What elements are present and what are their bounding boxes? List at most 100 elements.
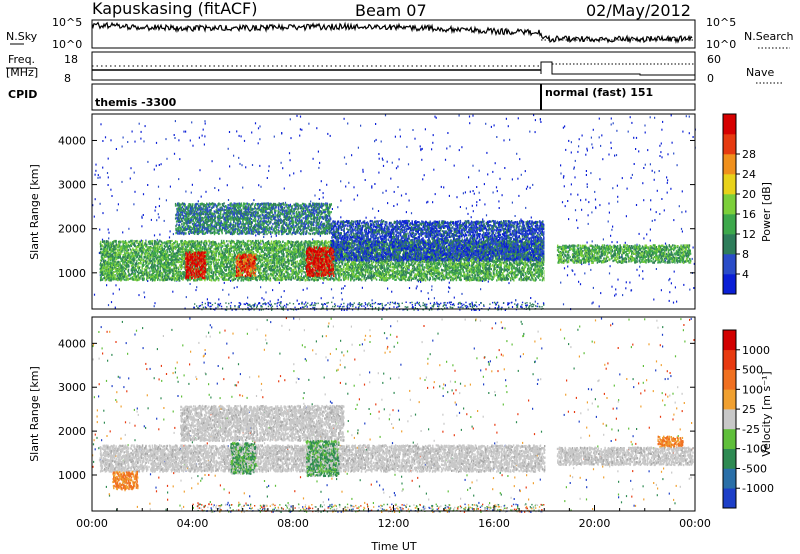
power-pixel xyxy=(412,307,414,309)
power-pixel xyxy=(310,303,313,306)
power-pixel xyxy=(275,234,277,237)
power-pixel xyxy=(182,273,185,276)
power-pixel xyxy=(542,302,545,304)
power-pixel xyxy=(173,152,176,155)
power-pixel xyxy=(343,302,345,305)
power-pixel xyxy=(278,265,281,268)
power-pixel xyxy=(560,172,562,175)
power-pixel xyxy=(248,304,250,306)
power-pixel xyxy=(283,290,285,293)
power-pixel xyxy=(644,124,646,127)
power-pixel xyxy=(484,203,486,206)
power-pixel xyxy=(135,247,137,250)
power-pixel xyxy=(242,186,244,189)
power-pixel xyxy=(420,280,422,283)
power-pixel xyxy=(164,267,166,271)
power-pixel xyxy=(368,302,370,304)
power-pixel xyxy=(127,270,129,273)
power-pixel xyxy=(683,283,685,286)
power-pixel xyxy=(92,204,94,207)
power-pixel xyxy=(141,215,143,218)
power-pixel xyxy=(369,304,371,306)
power-pixel xyxy=(650,208,652,211)
power-pixel xyxy=(421,147,423,150)
power-pixel xyxy=(305,240,307,243)
power-pixel xyxy=(440,268,443,271)
power-pixel xyxy=(295,245,298,248)
power-pixel xyxy=(307,302,309,304)
freq-panel: Freq. [MHz] 18 8 60 0 Nave xyxy=(6,51,784,85)
power-pixel xyxy=(247,296,249,299)
power-pixel xyxy=(617,200,619,203)
power-pixel xyxy=(198,307,200,310)
power-pixel xyxy=(580,199,582,202)
power-pixel xyxy=(398,158,400,161)
power-pixel xyxy=(276,305,278,307)
power-pixel xyxy=(537,302,539,305)
power-pixel xyxy=(99,259,102,262)
power-pixel xyxy=(155,141,158,144)
power-pixel xyxy=(452,303,455,305)
power-pixel xyxy=(162,264,165,267)
power-pixel xyxy=(636,243,638,246)
power-pixel xyxy=(581,208,583,211)
power-pixel xyxy=(584,272,586,275)
power-pixel xyxy=(478,191,480,194)
power-pixel xyxy=(426,306,428,308)
power-pixel xyxy=(314,302,316,304)
power-pixel xyxy=(199,304,202,307)
power-pixel xyxy=(99,202,101,205)
power-pixel xyxy=(673,152,675,155)
power-pixel xyxy=(453,264,455,267)
power-pixel xyxy=(379,303,381,305)
power-pixel xyxy=(253,306,255,308)
power-pixel xyxy=(463,275,465,278)
power-pixel xyxy=(478,304,480,306)
power-pixel xyxy=(143,140,145,143)
power-pixel xyxy=(343,309,345,311)
power-pixel xyxy=(643,167,645,169)
power-pixel xyxy=(437,270,439,273)
power-pixel xyxy=(627,130,629,133)
power-pixel xyxy=(614,154,616,157)
power-pixel xyxy=(99,228,101,231)
power-pixel xyxy=(633,163,635,165)
power-pixel xyxy=(438,270,440,273)
power-pixel xyxy=(464,266,466,269)
power-pixel xyxy=(567,265,569,268)
power-pixel xyxy=(244,265,247,268)
power-pixel xyxy=(192,144,194,147)
power-pixel xyxy=(144,125,146,128)
power-pixel xyxy=(660,289,662,292)
power-pixel xyxy=(397,165,399,168)
power-pixel xyxy=(508,306,510,309)
station-title: Kapuskasing (fitACF) xyxy=(92,0,257,18)
power-pixel xyxy=(574,159,576,162)
cpid-panel: CPID themis -3300 normal (fast) 151 xyxy=(8,83,696,111)
power-pixel xyxy=(465,273,467,276)
power-pixel xyxy=(505,117,507,120)
power-pixel xyxy=(295,268,297,271)
power-pixel xyxy=(162,274,164,277)
power-pixel xyxy=(261,258,263,261)
power-pixel xyxy=(262,303,264,305)
power-pixel xyxy=(210,244,212,247)
power-pixel xyxy=(165,243,167,246)
power-pixel xyxy=(383,269,386,272)
power-pixel xyxy=(147,184,149,186)
power-pixel xyxy=(389,303,391,306)
power-pixel xyxy=(384,304,386,307)
power-pixel xyxy=(352,305,354,308)
power-pixel xyxy=(327,132,329,135)
power-pixel xyxy=(281,307,283,309)
power-pixel xyxy=(406,309,409,311)
power-pixel xyxy=(288,262,291,265)
power-pixel xyxy=(483,305,485,307)
power-pixel xyxy=(338,261,340,264)
power-pixel xyxy=(586,241,588,244)
power-pixel xyxy=(228,293,230,296)
power-pixel xyxy=(226,306,228,308)
power-pixel xyxy=(299,128,301,131)
power-pixel xyxy=(341,306,344,308)
power-pixel xyxy=(301,306,304,308)
